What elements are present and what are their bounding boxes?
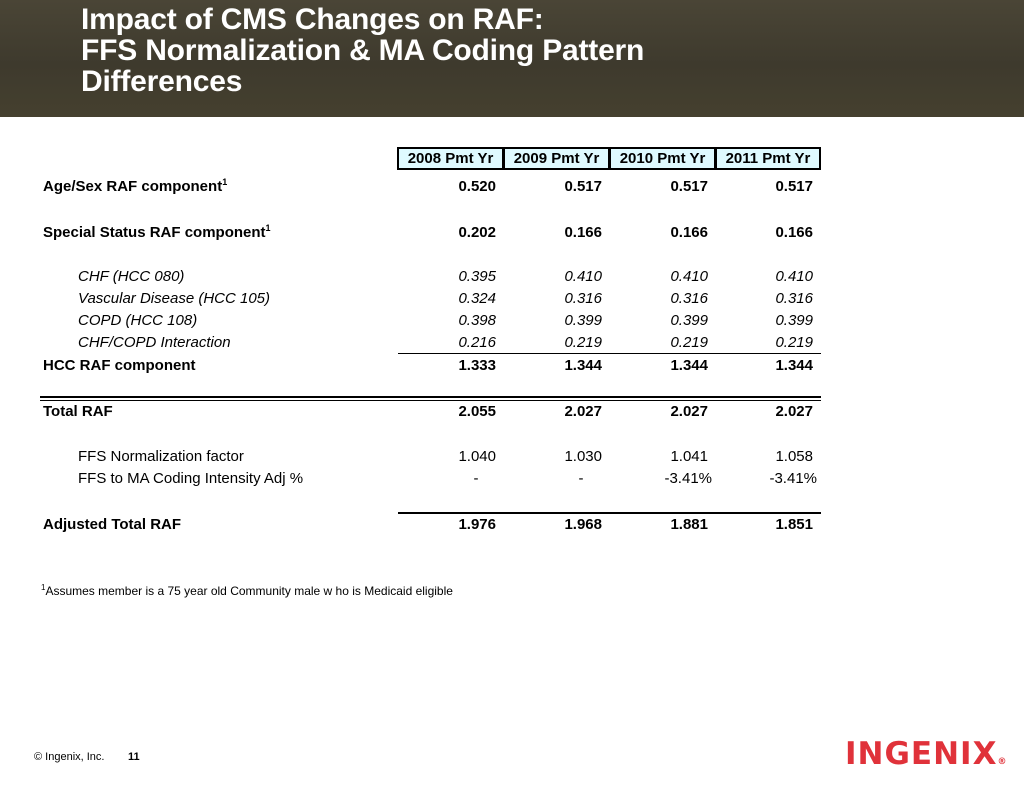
- cell-age-sex-2008: 0.520: [458, 178, 496, 195]
- cell-ffs-norm-2008: 1.040: [458, 448, 496, 465]
- cell-ffs-ma-2011: -3.41%: [769, 470, 817, 487]
- cell-special-status-2008: 0.202: [458, 224, 496, 241]
- cell-vascular-2010: 0.316: [670, 290, 708, 307]
- cell-copd-2011: 0.399: [775, 312, 813, 329]
- cell-age-sex-2011: 0.517: [775, 178, 813, 195]
- cell-adjusted-2008: 1.976: [458, 516, 496, 533]
- cell-ffs-ma-2009: -: [578, 470, 584, 487]
- cell-total-2011: 2.027: [775, 403, 813, 420]
- cell-hcc-2009: 1.344: [564, 357, 602, 374]
- title-line-2: FFS Normalization & MA Coding Pattern: [81, 34, 645, 67]
- cell-vascular-2011: 0.316: [775, 290, 813, 307]
- row-label-hcc: HCC RAF component: [43, 357, 196, 374]
- cell-hcc-2010: 1.344: [670, 357, 708, 374]
- cell-age-sex-2010: 0.517: [670, 178, 708, 195]
- row-label-copd: COPD (HCC 108): [78, 312, 198, 329]
- cell-vascular-2009: 0.316: [564, 290, 602, 307]
- title-banner: Impact of CMS Changes on RAF: FFS Normal…: [0, 0, 1024, 117]
- title-line-1: Impact of CMS Changes on RAF:: [81, 3, 544, 36]
- cell-chf-2010: 0.410: [670, 268, 708, 285]
- cell-ffs-norm-2011: 1.058: [775, 448, 813, 465]
- footnote: 1Assumes member is a 75 year old Communi…: [41, 583, 453, 599]
- total-rule-lower: [40, 400, 821, 401]
- cell-adjusted-2011: 1.851: [775, 516, 813, 533]
- row-label-total: Total RAF: [43, 403, 113, 420]
- cell-adjusted-2009: 1.968: [564, 516, 602, 533]
- total-rule-upper: [40, 396, 821, 398]
- row-label-adjusted-total: Adjusted Total RAF: [43, 516, 182, 533]
- subtotal-rule: [398, 353, 821, 354]
- row-label-special-status: Special Status RAF component1: [43, 223, 271, 242]
- cell-total-2010: 2.027: [670, 403, 708, 420]
- cell-special-status-2011: 0.166: [775, 224, 813, 241]
- cell-chf-copd-2009: 0.219: [564, 334, 602, 351]
- row-label-chf-copd: CHF/COPD Interaction: [78, 334, 231, 351]
- page-number: 11: [128, 751, 140, 763]
- cell-ffs-norm-2010: 1.041: [670, 448, 708, 465]
- cell-copd-2009: 0.399: [564, 312, 602, 329]
- cell-hcc-2011: 1.344: [775, 357, 813, 374]
- cell-hcc-2008: 1.333: [458, 357, 496, 374]
- cell-total-2009: 2.027: [564, 403, 602, 420]
- cell-copd-2008: 0.398: [458, 312, 496, 329]
- adjusted-rule: [398, 512, 821, 514]
- cell-special-status-2010: 0.166: [670, 224, 708, 241]
- cell-ffs-ma-2010: -3.41%: [664, 470, 712, 487]
- column-header-2009: 2009 Pmt Yr: [503, 147, 610, 170]
- slide-title: Impact of CMS Changes on RAF: FFS Normal…: [81, 4, 644, 97]
- cell-chf-2008: 0.395: [458, 268, 496, 285]
- column-header-2011: 2011 Pmt Yr: [715, 147, 821, 170]
- row-label-vascular: Vascular Disease (HCC 105): [78, 290, 271, 307]
- column-header-2010: 2010 Pmt Yr: [609, 147, 716, 170]
- ingenix-logo: INGENIX®: [845, 736, 1007, 772]
- cell-copd-2010: 0.399: [670, 312, 708, 329]
- registered-mark: ®: [997, 757, 1007, 767]
- row-label-chf: CHF (HCC 080): [78, 268, 185, 285]
- column-header-2008: 2008 Pmt Yr: [397, 147, 504, 170]
- cell-ffs-norm-2009: 1.030: [564, 448, 602, 465]
- cell-chf-copd-2010: 0.219: [670, 334, 708, 351]
- row-label-ffs-ma-adj: FFS to MA Coding Intensity Adj %: [78, 470, 304, 487]
- row-label-age-sex: Age/Sex RAF component1: [43, 177, 228, 196]
- cell-chf-2011: 0.410: [775, 268, 813, 285]
- cell-special-status-2009: 0.166: [564, 224, 602, 241]
- cell-adjusted-2010: 1.881: [670, 516, 708, 533]
- row-label-ffs-normalization: FFS Normalization factor: [78, 448, 244, 465]
- title-line-3: Differences: [81, 65, 243, 98]
- cell-chf-copd-2008: 0.216: [458, 334, 496, 351]
- cell-ffs-ma-2008: -: [473, 470, 479, 487]
- cell-vascular-2008: 0.324: [458, 290, 496, 307]
- cell-chf-2009: 0.410: [564, 268, 602, 285]
- copyright: © Ingenix, Inc.: [34, 751, 105, 763]
- cell-total-2008: 2.055: [458, 403, 496, 420]
- cell-age-sex-2009: 0.517: [564, 178, 602, 195]
- cell-chf-copd-2011: 0.219: [775, 334, 813, 351]
